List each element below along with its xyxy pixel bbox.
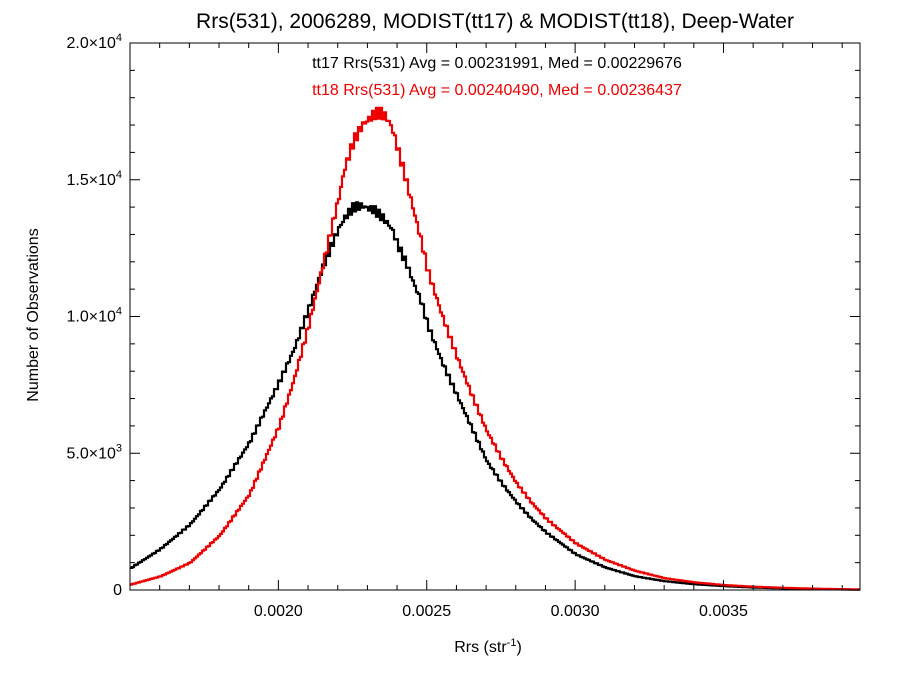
plot-area: 0.0020 0.0025 0.0030 0.0035 0 5.0×103 1.0×104 1… [66,32,861,620]
annotation-tt17: tt17 Rrs(531) Avg = 0.00231991, Med = 0.… [312,55,682,72]
x-tick-label: 0.0025 [402,603,451,620]
chart-title: Rrs(531), 2006289, MODIST(tt17) & MODIST… [196,10,794,33]
x-tick-label: 0.0020 [254,603,303,620]
series-0-line [130,201,860,591]
annotation-tt18: tt18 Rrs(531) Avg = 0.00240490, Med = 0.… [312,82,682,99]
x-tick-label: 0.0030 [551,603,600,620]
y-axis-label: Number of Observations [25,228,42,401]
x-tick-label: 0.0035 [699,603,748,620]
x-axis-label-exponent: -1 [507,637,517,649]
y-tick-label: 2.0×104 [66,32,122,52]
x-axis-label: Rrs (str-1) [454,637,522,656]
y-tick-label: 1.0×104 [66,306,122,326]
y-tick-label: 0 [113,582,122,599]
y-tick-label: 1.5×104 [66,169,122,189]
y-tick-label: 5.0×103 [66,442,122,462]
series-1-line [130,106,860,591]
